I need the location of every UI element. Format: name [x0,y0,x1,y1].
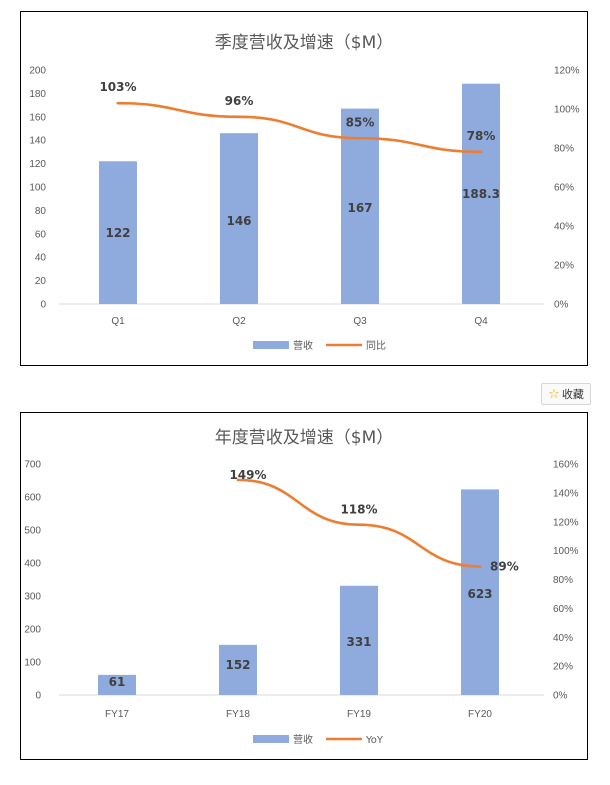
bar-data-label: 188.3 [462,187,500,201]
x-tick-label: FY18 [226,709,250,720]
y-tick-label: 180 [29,89,46,100]
line-data-label: 89% [490,560,519,574]
bar [98,674,136,695]
y-tick-label: 160 [29,112,46,123]
y-tick-label: 100 [24,658,41,669]
y-tick-label: 500 [24,526,41,537]
y2-tick-label: 0% [554,300,569,311]
favorite-button[interactable]: ☆ 收藏 [541,383,591,405]
y2-tick-label: 120% [553,517,579,528]
y2-tick-label: 20% [554,261,574,272]
y-tick-label: 80 [35,206,47,217]
bar [219,644,257,695]
y2-tick-label: 20% [553,662,573,673]
y-tick-label: 0 [35,691,41,702]
y2-tick-label: 40% [553,633,573,644]
y2-tick-label: 80% [554,144,574,155]
bar [220,133,258,304]
series-line [236,478,482,568]
y-tick-label: 0 [40,300,46,311]
y-tick-label: 400 [24,559,41,570]
y2-tick-label: 0% [553,691,568,702]
line-data-label: 78% [467,129,496,143]
y2-tick-label: 100% [554,105,580,116]
line-point [358,136,362,140]
line-point [357,523,361,526]
quarterly-revenue-chart-svg: 季度营收及增速（$M） 0 20 40 60 80 100 120 140 160 180 200 0%… [29,33,580,352]
y-tick-label: 100 [29,183,46,194]
x-tick-label: Q3 [353,316,367,327]
line-point [479,150,483,154]
y-tick-label: 300 [24,592,41,603]
y-tick-label: 140 [29,136,46,147]
legend-bar-swatch [253,735,289,743]
y2-tick-label: 80% [553,575,573,586]
y2-tick-label: 40% [554,222,574,233]
legend-bar-label: 营收 [293,339,313,352]
bar-data-label: 146 [226,214,251,228]
legend-bar-swatch [253,341,289,349]
legend-line-label: YoY [365,735,384,746]
bar [341,108,379,304]
chart-title: 季度营收及增速（$M） [215,33,393,53]
y-tick-label: 200 [29,66,46,77]
x-tick-label: FY20 [468,709,492,720]
bar [99,161,137,304]
line-data-label: 85% [346,115,375,129]
favorite-label: 收藏 [561,388,584,401]
line-data-label: 149% [229,468,266,482]
bar-data-label: 122 [105,226,130,240]
y-tick-label: 60 [35,229,47,240]
x-tick-label: Q1 [111,316,125,327]
legend-bar-label: 营收 [293,733,313,746]
series-line [116,101,483,154]
bar-data-label: 623 [467,587,492,601]
y-tick-label: 40 [35,253,47,264]
line-point [237,115,241,119]
legend-line-label: 同比 [366,340,386,352]
y-tick-label: 200 [24,625,41,636]
y-tick-label: 20 [35,276,47,287]
star-icon: ☆ [548,386,560,402]
bar-data-label: 331 [346,635,371,649]
y-tick-label: 600 [24,493,41,504]
annual-revenue-chart: 年度营收及增速（$M） 0 100 200 300 400 500 600 700 0% 20% 40… [20,412,588,760]
line-point [236,478,240,482]
x-tick-label: Q2 [232,316,246,327]
line-data-label: 118% [340,503,377,517]
line-data-label: 96% [225,94,254,108]
line-point [116,101,120,105]
bar [462,83,500,305]
y-tick-label: 700 [24,460,41,471]
chart-title: 年度营收及增速（$M） [215,428,393,448]
line-data-label: 103% [99,80,136,94]
quarterly-revenue-chart: 季度营收及增速（$M） 0 20 40 60 80 100 120 140 160 180 200 0%… [20,11,588,366]
bar [461,489,499,695]
annual-revenue-chart-svg: 年度营收及增速（$M） 0 100 200 300 400 500 600 700 0% 20% 40… [24,428,579,746]
y2-tick-label: 140% [553,488,579,499]
y2-tick-label: 120% [554,66,580,77]
y-tick-label: 120 [29,159,46,170]
y2-tick-label: 160% [553,460,579,471]
x-tick-label: FY17 [105,709,129,720]
bar-data-label: 167 [347,201,372,215]
y2-tick-label: 60% [553,604,573,615]
x-tick-label: Q4 [474,316,488,327]
y2-tick-label: 60% [554,183,574,194]
line-point [478,565,482,568]
bar-data-label: 61 [109,675,126,689]
bar-data-label: 152 [225,658,250,672]
x-tick-label: FY19 [347,709,371,720]
bar [340,585,378,695]
y2-tick-label: 100% [553,546,579,557]
